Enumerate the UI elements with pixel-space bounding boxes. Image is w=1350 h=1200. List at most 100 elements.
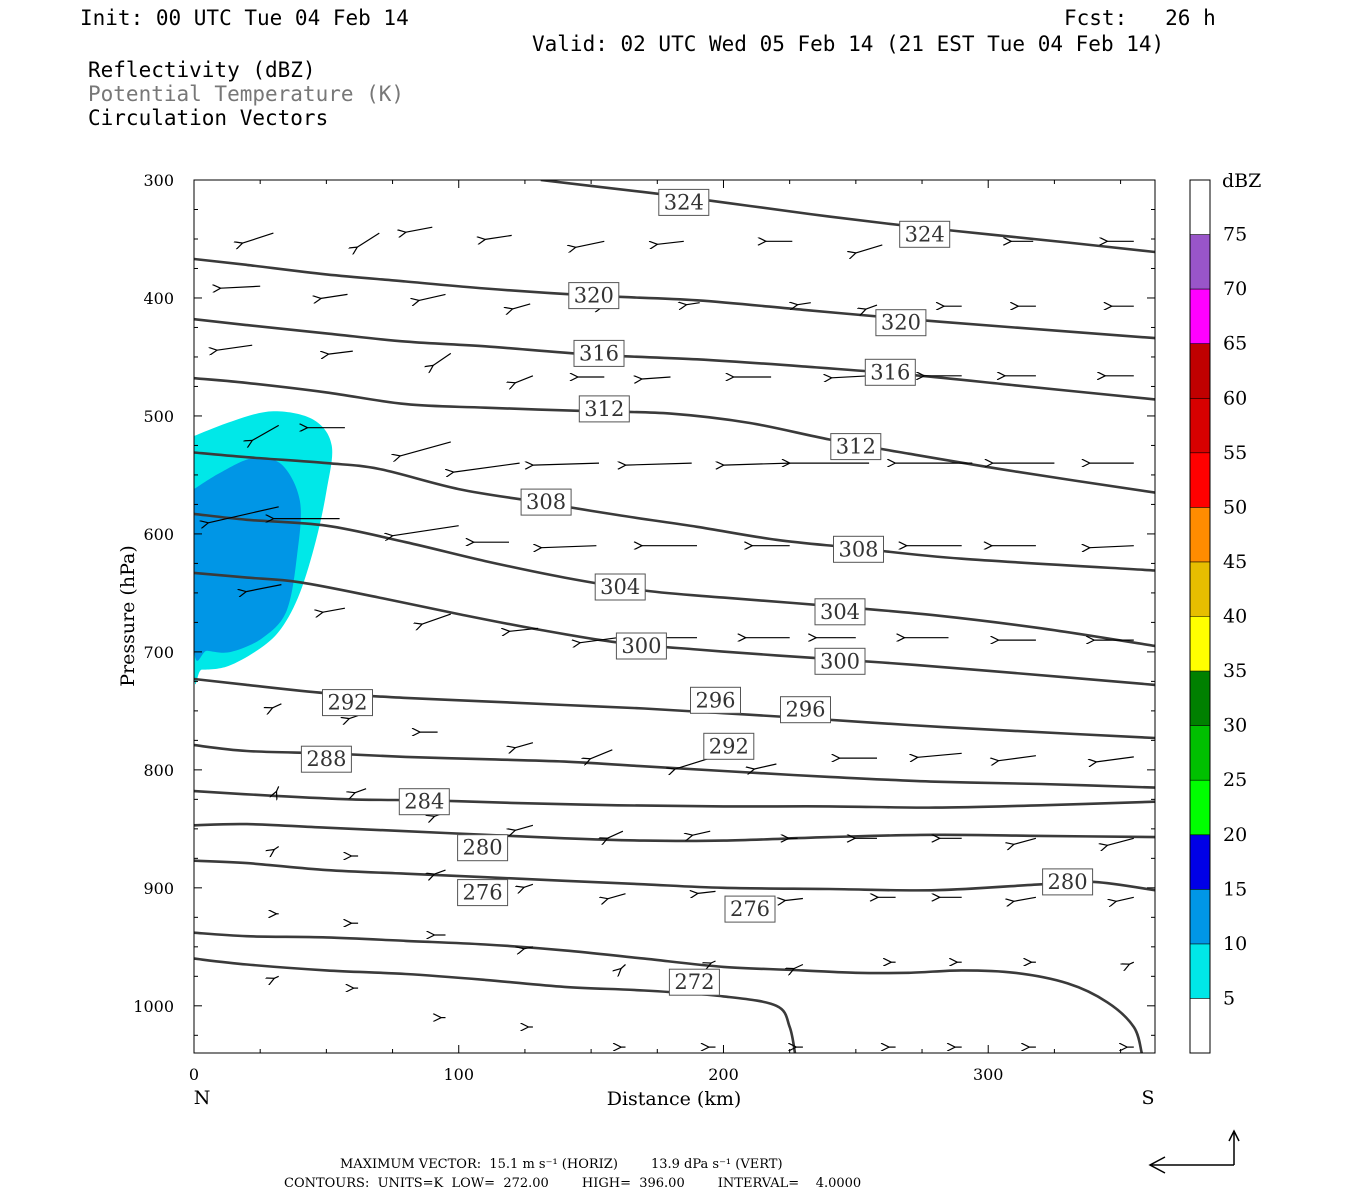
colorbar-level-label: 65 [1223,333,1247,355]
contour-labels: 324 324 320 320 316 316 312 312 308 308 304 304 300 3… [300,188,1094,996]
max-vector-note: MAXIMUM VECTOR: 15.1 m s⁻¹ (HORIZ) 13.9 … [340,1157,783,1172]
svg-text:296: 296 [695,688,735,712]
circulation-vector [533,463,600,465]
svg-text:320: 320 [881,311,921,335]
contour-label-276: 276 [457,879,509,907]
colorbar-swatch [1190,725,1210,781]
contour-label-284: 284 [398,788,450,816]
svg-text:272: 272 [674,970,714,994]
circulation-vector [642,377,671,379]
theta-contours [194,180,1155,1053]
colorbar-swatch [1190,289,1210,344]
circulation-vector [580,637,618,643]
theta-contour-272 [194,957,797,1053]
contour-label-292: 292 [322,689,373,717]
svg-text:300: 300 [820,649,860,673]
svg-text:320: 320 [574,284,614,308]
theta-contour-324 [540,180,1155,254]
colorbar-level-label: 30 [1223,715,1247,737]
colorbar-swatch [1190,507,1210,562]
contour-label-292: 292 [703,732,755,760]
x-tick-label: 100 [443,1065,474,1084]
circulation-vector [433,352,452,365]
circulation-vector [675,757,711,769]
circulation-vector [999,755,1036,761]
circulation-vector [590,749,613,759]
circulation-vector [274,975,279,978]
reflectivity-layer [194,411,333,685]
circulation-vector [698,891,716,893]
colorbar-level-label: 70 [1223,278,1247,300]
colorbar-swatch [1190,780,1210,835]
svg-text:300: 300 [621,634,661,658]
contour-label-276: 276 [724,895,776,923]
contour-label-324: 324 [899,220,951,248]
circulation-vector [277,786,280,791]
contour-label-280: 280 [457,834,509,862]
svg-text:308: 308 [838,537,878,561]
x-tick-label: 200 [708,1065,739,1084]
contour-info-note: CONTOURS: UNITS=K LOW= 272.00 HIGH= 396.… [284,1176,862,1191]
svg-text:276: 276 [730,897,770,921]
circulation-vector [243,232,274,243]
contour-label-304: 304 [814,598,866,626]
circulation-vector [274,846,280,850]
colorbar: 5 10 15 20 25 30 35 40 45 50 55 60 65 70 75 [1189,179,1247,1054]
circulation-vector [1107,837,1134,845]
reflectivity-region-10 [194,457,301,661]
colorbar-swatch [1190,616,1210,672]
circulation-vector [657,241,684,244]
circulation-vector [357,232,380,247]
circulation-vector [687,303,700,305]
x-end-label-right: S [1141,1087,1154,1109]
theta-contour-304 [194,512,1155,648]
circulation-vector [524,883,534,887]
theta-contour-316 [194,317,1155,401]
circulation-vector [524,947,534,949]
contour-label-312: 312 [578,395,630,423]
contour-label-300: 300 [615,632,667,660]
theta-contour-276 [194,931,1144,1053]
svg-text:296: 296 [785,698,825,722]
circulation-vector [1096,756,1134,762]
field-label-reflectivity: Reflectivity (dBZ) [88,58,316,82]
svg-text:280: 280 [1048,870,1088,894]
circulation-vector [626,463,692,465]
y-tick-label: 300 [143,171,174,190]
y-tick-label: 400 [143,289,174,308]
y-tick-label: 1000 [133,997,174,1016]
svg-text:292: 292 [709,734,749,758]
circulation-vector [323,607,346,612]
y-tick-label: 700 [143,643,174,662]
circulation-vector [485,234,512,239]
x-axis-label: Distance (km) [607,1088,742,1110]
contour-label-288: 288 [300,745,352,773]
contour-label-308: 308 [520,488,572,516]
circulation-vector [510,628,539,631]
colorbar-swatch [1190,343,1210,399]
svg-text:288: 288 [306,747,346,771]
plot-frame [193,179,1156,1054]
reference-vector-icon [1148,1129,1240,1174]
circulation-vector [217,344,253,350]
colorbar-level-label: 10 [1223,933,1247,955]
circulation-vectors [208,226,1135,1047]
theta-contour-312 [194,376,1155,494]
contour-label-272: 272 [668,968,720,996]
circulation-vector [419,293,446,300]
svg-text:324: 324 [905,222,945,246]
colorbar-swatch [1190,234,1210,290]
circulation-vector [515,375,534,383]
contour-label-320: 320 [568,282,620,310]
circulation-vector [246,584,282,592]
colorbar-level-label: 60 [1223,387,1247,409]
svg-text:276: 276 [463,881,503,905]
colorbar-level-label: 50 [1223,496,1247,518]
circulation-vector [693,830,711,835]
y-tick-label: 800 [143,761,174,780]
theta-contour-300 [194,571,1155,687]
circulation-vector [515,824,534,830]
colorbar-level-label: 35 [1223,660,1247,682]
circulation-vector [832,376,870,378]
